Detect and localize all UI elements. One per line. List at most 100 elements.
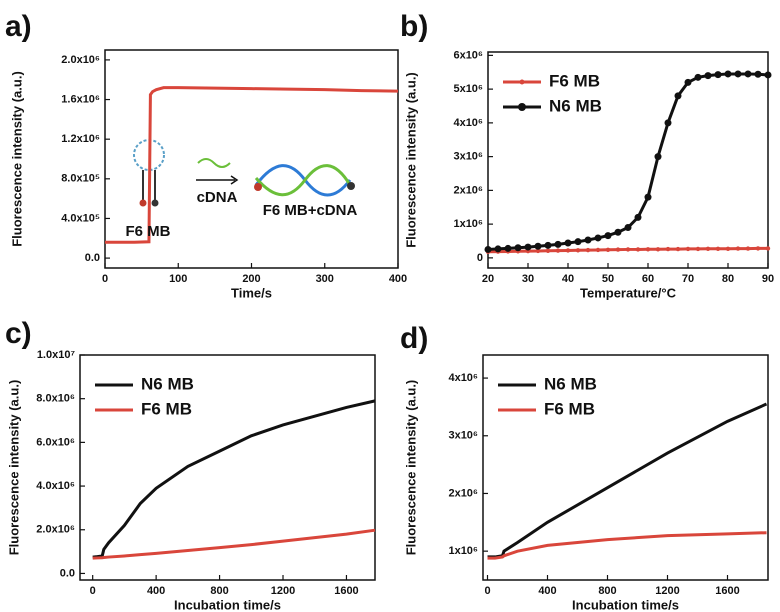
data-point bbox=[665, 246, 671, 252]
x-tick-label: 400 bbox=[389, 273, 407, 285]
data-point bbox=[755, 246, 761, 251]
y-tick-label: 6x10⁶ bbox=[453, 49, 483, 61]
data-line bbox=[92, 528, 376, 560]
y-tick-label: 1x10⁶ bbox=[448, 545, 478, 557]
data-point bbox=[674, 92, 682, 100]
x-axis-title: Temperature/°C bbox=[580, 285, 677, 300]
data-point bbox=[684, 78, 692, 86]
data-point bbox=[694, 73, 702, 81]
x-tick-label: 800 bbox=[210, 585, 228, 597]
data-point bbox=[595, 247, 601, 253]
data-point bbox=[654, 153, 662, 161]
data-point bbox=[545, 248, 551, 253]
data-point bbox=[575, 248, 581, 253]
y-tick-label: 1.0x10⁷ bbox=[37, 349, 76, 361]
y-tick-label: 3x10⁶ bbox=[448, 430, 478, 442]
legend-label: F6 MB bbox=[141, 399, 192, 418]
data-point bbox=[625, 247, 631, 252]
legend-marker bbox=[518, 103, 526, 111]
data-point bbox=[685, 246, 691, 252]
x-tick-label: 60 bbox=[642, 273, 654, 285]
x-tick-label: 0 bbox=[90, 585, 96, 597]
data-point bbox=[725, 246, 731, 251]
annotation: F6 MB bbox=[126, 223, 171, 240]
data-point bbox=[574, 238, 582, 246]
data-point bbox=[714, 71, 722, 79]
x-tick-label: 70 bbox=[682, 273, 694, 285]
x-tick-label: 1200 bbox=[655, 585, 679, 597]
x-axis-title: Incubation time/s bbox=[572, 597, 679, 612]
data-point bbox=[645, 247, 651, 252]
x-tick-label: 1600 bbox=[715, 585, 739, 597]
data-point bbox=[544, 241, 552, 249]
data-point bbox=[754, 70, 762, 78]
x-tick-label: 800 bbox=[598, 585, 616, 597]
data-point bbox=[635, 247, 641, 252]
panel-label: d) bbox=[400, 322, 428, 355]
data-point bbox=[695, 246, 701, 252]
data-point bbox=[734, 70, 742, 78]
data-point bbox=[564, 239, 572, 247]
y-tick-label: 2.0x10⁶ bbox=[36, 524, 75, 536]
data-point bbox=[765, 246, 771, 251]
data-point bbox=[724, 70, 732, 78]
data-point bbox=[655, 247, 661, 252]
data-point bbox=[644, 193, 652, 201]
x-tick-label: 0 bbox=[102, 273, 108, 285]
data-point bbox=[494, 245, 502, 253]
y-axis-title: Fluorescence intensity (a.u.) bbox=[403, 72, 418, 248]
data-point bbox=[664, 119, 672, 127]
legend-label: N6 MB bbox=[549, 96, 602, 115]
legend-label: N6 MB bbox=[141, 374, 194, 393]
data-point bbox=[605, 247, 611, 252]
x-tick-label: 1600 bbox=[334, 585, 358, 597]
y-tick-label: 4x10⁶ bbox=[448, 372, 478, 384]
data-point bbox=[535, 248, 541, 254]
panel-label: a) bbox=[5, 10, 32, 43]
x-tick-label: 40 bbox=[562, 273, 574, 285]
x-tick-label: 200 bbox=[242, 273, 260, 285]
y-tick-label: 0.0 bbox=[60, 567, 75, 579]
y-tick-label: 8.0x10⁵ bbox=[61, 173, 100, 185]
data-point bbox=[504, 244, 512, 252]
y-tick-label: 0 bbox=[477, 252, 483, 264]
data-point bbox=[675, 246, 681, 252]
x-tick-label: 300 bbox=[316, 273, 334, 285]
data-point bbox=[585, 247, 591, 253]
data-point bbox=[764, 71, 772, 79]
y-tick-label: 2x10⁶ bbox=[448, 487, 478, 499]
y-tick-label: 5x10⁶ bbox=[453, 83, 483, 95]
data-point bbox=[594, 234, 602, 242]
data-line bbox=[92, 399, 376, 559]
annotation: F6 MB+cDNA bbox=[263, 202, 358, 219]
y-tick-label: 0.0 bbox=[85, 252, 100, 264]
x-tick-label: 100 bbox=[169, 273, 187, 285]
x-tick-label: 400 bbox=[147, 585, 165, 597]
data-point bbox=[624, 224, 632, 231]
data-line bbox=[487, 72, 769, 251]
data-point bbox=[554, 240, 562, 248]
y-tick-label: 1.6x10⁶ bbox=[61, 93, 100, 105]
data-point bbox=[604, 232, 612, 240]
data-point bbox=[704, 72, 712, 80]
plot-frame bbox=[482, 354, 769, 581]
data-point bbox=[715, 246, 721, 251]
data-point bbox=[524, 243, 532, 251]
data-point bbox=[614, 228, 622, 236]
x-axis-title: Incubation time/s bbox=[174, 597, 281, 612]
annotation: cDNA bbox=[197, 189, 238, 206]
legend-label: N6 MB bbox=[544, 374, 597, 393]
legend-label: F6 MB bbox=[549, 71, 600, 90]
x-tick-label: 0 bbox=[484, 585, 490, 597]
y-tick-label: 4.0x10⁶ bbox=[36, 480, 75, 492]
panel-label: c) bbox=[5, 317, 32, 350]
data-point bbox=[735, 246, 741, 251]
x-tick-label: 90 bbox=[762, 273, 774, 285]
x-tick-label: 1200 bbox=[271, 585, 295, 597]
data-point bbox=[705, 246, 711, 251]
y-axis-title: Fluorescence intensity (a.u.) bbox=[6, 380, 21, 556]
x-tick-label: 400 bbox=[538, 585, 556, 597]
y-axis-title: Fluorescence intensity (a.u.) bbox=[403, 380, 418, 556]
